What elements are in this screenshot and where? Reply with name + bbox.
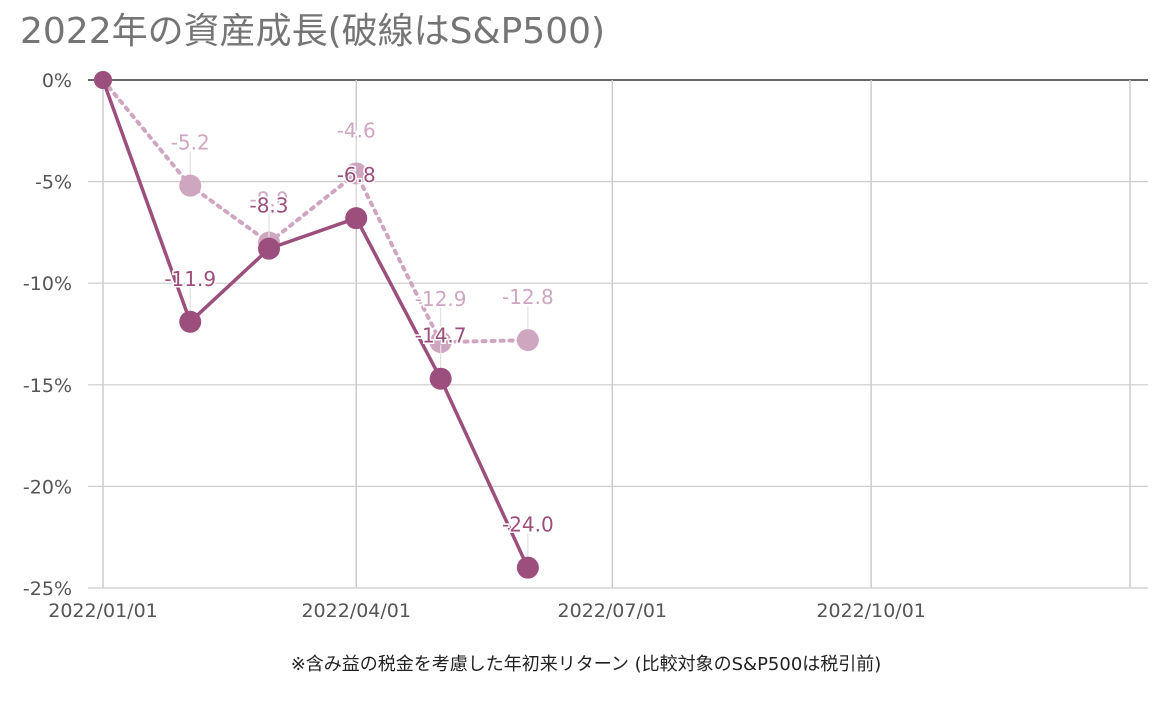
sp500-point [516, 329, 539, 352]
portfolio-point [94, 71, 112, 89]
sp500-point [429, 331, 452, 354]
portfolio-data-label: -8.3 [249, 194, 288, 218]
portfolio-data-label: -6.8 [337, 163, 376, 187]
portfolio-point [179, 310, 202, 333]
sp500-point [345, 162, 368, 185]
x-tick-label: 2022/04/01 [301, 600, 411, 622]
sp500-data-label: -8.0 [249, 188, 288, 212]
y-tick-label: -10% [23, 273, 72, 295]
x-tick-label: 2022/10/01 [816, 600, 926, 622]
portfolio-point [429, 367, 452, 390]
y-tick-label: -15% [23, 375, 72, 397]
sp500-point [179, 174, 202, 197]
x-tick-label: 2022/07/01 [558, 600, 668, 622]
portfolio-point [345, 207, 368, 230]
portfolio-point [516, 556, 539, 579]
portfolio-point [258, 237, 281, 260]
y-tick-label: -5% [35, 172, 72, 194]
chart-footnote: ※含み益の税金を考慮した年初来リターン (比較対象のS&P500は税引前) [290, 654, 882, 675]
portfolio-data-label: -14.7 [415, 324, 467, 348]
portfolio-solid-line [101, 78, 530, 570]
sp500-data-label: -5.2 [171, 131, 210, 155]
y-tick-label: 0% [42, 70, 72, 92]
y-tick-label: -20% [23, 476, 72, 498]
portfolio-data-label: -24.0 [502, 513, 554, 537]
sp500-data-label: -12.9 [415, 287, 467, 311]
sp500-dotted-line [101, 78, 530, 345]
y-tick-label: -25% [23, 578, 72, 600]
chart-title: 2022年の資産成長(破線はS&P500) [20, 11, 606, 52]
portfolio-data-label: -11.9 [164, 267, 216, 291]
sp500-data-label: -4.6 [337, 118, 376, 142]
x-tick-label: 2022/01/01 [48, 600, 158, 622]
sp500-data-label: -12.8 [502, 285, 554, 309]
